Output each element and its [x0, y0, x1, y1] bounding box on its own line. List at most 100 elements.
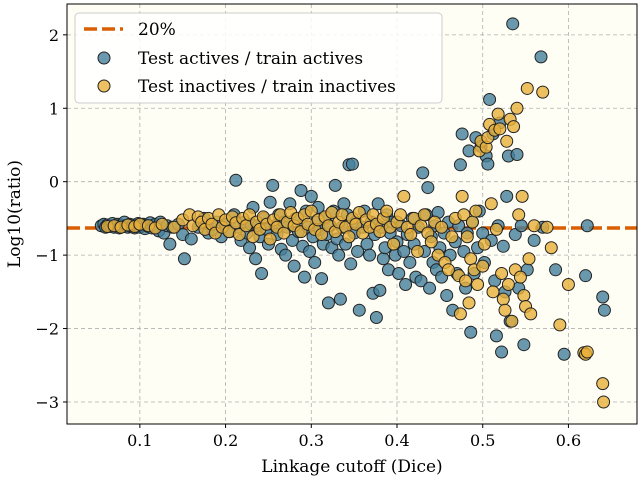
legend-marker-actives — [97, 51, 111, 65]
active-point — [517, 338, 531, 352]
inactive-point — [417, 208, 431, 222]
active-point — [243, 241, 257, 255]
active-point — [163, 237, 177, 251]
inactive-point — [445, 230, 459, 244]
inactive-point — [507, 120, 521, 134]
active-point — [263, 195, 277, 209]
inactive-point — [441, 263, 455, 277]
legend-label-actives: Test actives / train actives — [138, 49, 363, 69]
inactive-point — [453, 307, 467, 321]
active-point — [489, 329, 503, 343]
active-point — [496, 239, 510, 253]
inactive-point — [536, 85, 550, 99]
active-point — [510, 148, 524, 162]
active-point — [423, 281, 437, 295]
x-tick-label: 0.5 — [470, 431, 495, 450]
legend-box — [74, 12, 443, 104]
inactive-point — [277, 226, 291, 240]
inactive-point — [477, 237, 491, 251]
inactive-point — [544, 241, 558, 255]
active-point — [285, 233, 299, 247]
active-point — [266, 178, 280, 192]
active-point — [597, 303, 611, 317]
inactive-point — [500, 134, 514, 148]
active-point — [304, 189, 318, 203]
active-point — [287, 259, 301, 273]
inactive-point — [484, 197, 498, 211]
inactive-point — [455, 189, 469, 203]
y-tick-label: 0 — [49, 173, 59, 192]
inactive-point — [167, 220, 181, 234]
inactive-point — [561, 277, 575, 291]
active-point — [328, 178, 342, 192]
active-point — [596, 290, 610, 304]
inactive-point — [263, 232, 277, 246]
inactive-point — [469, 204, 483, 218]
y-tick-label: 1 — [49, 99, 59, 118]
inactive-point — [232, 228, 246, 242]
active-point — [481, 157, 495, 171]
inactive-point — [489, 222, 503, 236]
inactive-point — [459, 274, 473, 288]
inactive-point — [510, 101, 524, 115]
active-point — [279, 248, 293, 262]
inactive-point — [524, 307, 538, 321]
active-point — [557, 347, 571, 361]
active-point — [373, 283, 387, 297]
active-point — [303, 244, 317, 258]
active-point — [500, 189, 514, 203]
plot-frame — [66, 3, 638, 425]
inactive-point — [501, 277, 515, 291]
active-point — [321, 296, 335, 310]
inactive-point — [512, 208, 526, 222]
inactive-point — [522, 252, 536, 266]
inactive-point — [155, 217, 169, 231]
y-tick-label: 2 — [49, 26, 59, 45]
active-point — [397, 244, 411, 258]
active-point — [184, 232, 198, 246]
x-tick-label: 0.4 — [384, 431, 409, 450]
active-point — [337, 197, 351, 211]
x-tick-label: 0.6 — [556, 431, 581, 450]
inactive-point — [527, 219, 541, 233]
inactive-point — [471, 277, 485, 291]
x-tick-label: 0.1 — [127, 431, 152, 450]
active-point — [332, 248, 346, 262]
active-point — [297, 270, 311, 284]
inactive-point — [496, 292, 510, 306]
inactive-point — [596, 377, 610, 391]
active-point — [345, 157, 359, 171]
inactive-point — [435, 220, 449, 234]
inactive-point — [513, 270, 527, 284]
inactive-point — [404, 228, 418, 242]
active-point — [363, 248, 377, 262]
inactive-point — [411, 244, 425, 258]
inactive-point — [520, 81, 534, 95]
inactive-point — [462, 296, 476, 310]
inactive-point — [495, 266, 509, 280]
y-tick-label: −2 — [35, 320, 59, 339]
active-point — [255, 266, 269, 280]
scatter-points — [94, 17, 611, 409]
active-point — [506, 17, 520, 31]
active-point — [549, 263, 563, 277]
active-point — [414, 274, 428, 288]
y-tick-label: −3 — [35, 393, 59, 412]
x-tick-label: 0.3 — [299, 431, 324, 450]
inactive-point — [393, 208, 407, 222]
active-point — [455, 127, 469, 141]
active-point — [464, 325, 478, 339]
inactive-point — [498, 303, 512, 317]
x-axis-ticks: 0.1 0.2 0.3 0.4 0.5 0.6 — [127, 424, 581, 450]
y-tick-label: −1 — [35, 246, 59, 265]
inactive-point — [387, 237, 401, 251]
active-point — [495, 345, 509, 359]
x-tick-label: 0.2 — [213, 431, 238, 450]
x-axis-label: Linkage cutoff (Dice) — [261, 457, 442, 477]
active-point — [514, 219, 528, 233]
inactive-point — [342, 230, 356, 244]
inactive-point — [304, 204, 318, 218]
inactive-point — [464, 252, 478, 266]
inactive-point — [460, 230, 474, 244]
